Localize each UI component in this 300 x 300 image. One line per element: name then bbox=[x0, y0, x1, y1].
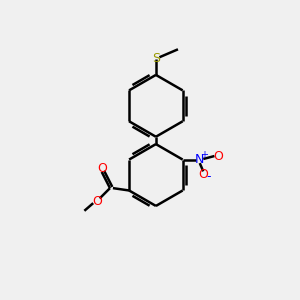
Text: O: O bbox=[97, 162, 107, 175]
Text: N: N bbox=[195, 153, 204, 166]
Text: O: O bbox=[198, 168, 208, 182]
Text: O: O bbox=[92, 195, 102, 208]
Text: S: S bbox=[152, 52, 160, 65]
Text: -: - bbox=[206, 170, 211, 183]
Text: O: O bbox=[213, 149, 223, 163]
Text: +: + bbox=[200, 150, 208, 160]
